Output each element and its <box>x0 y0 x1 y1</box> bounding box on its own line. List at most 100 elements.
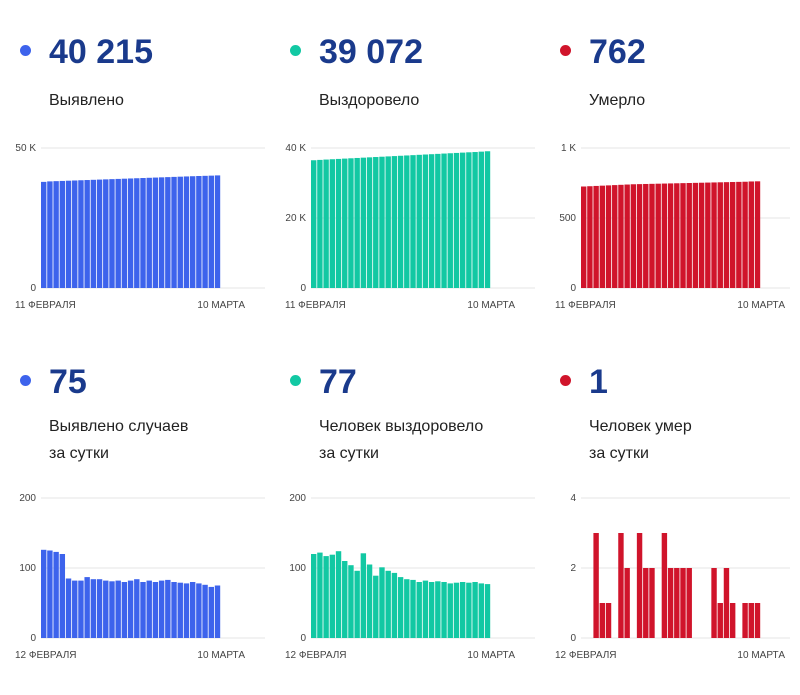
panel-deaths-total: 762 Умерло 0 500 1 K 11 ФЕВРАЛЯ 10 МАРТА <box>555 25 800 365</box>
bar <box>391 156 398 288</box>
y-tick-label: 1 K <box>561 143 576 154</box>
bar <box>748 181 754 288</box>
bar <box>348 158 354 288</box>
bar <box>428 582 435 638</box>
bar <box>605 603 612 638</box>
bar <box>335 551 342 638</box>
bar <box>189 582 196 638</box>
bar <box>360 553 367 638</box>
bar <box>723 182 730 288</box>
x-tick-label-end: 10 МАРТА <box>467 300 515 311</box>
y-tick-label: 0 <box>30 633 36 644</box>
bar <box>754 603 761 638</box>
stat-value: 75 <box>49 363 87 401</box>
bar <box>717 182 723 288</box>
stat-value: 77 <box>319 363 357 401</box>
bar <box>72 180 78 288</box>
bar <box>599 185 606 288</box>
bar <box>605 185 612 288</box>
bar <box>742 181 748 288</box>
x-tick-label-start: 12 ФЕВРАЛЯ <box>15 650 77 661</box>
bar <box>47 550 53 638</box>
bar <box>165 177 171 288</box>
bar <box>65 578 72 638</box>
bar <box>171 582 177 638</box>
bar <box>692 182 699 288</box>
y-tick-label: 20 K <box>285 213 306 224</box>
bar <box>146 580 152 638</box>
bar <box>428 154 435 288</box>
bar <box>484 584 491 638</box>
bar <box>366 564 373 638</box>
bar <box>661 183 668 288</box>
bar <box>711 182 717 288</box>
bar <box>158 580 165 638</box>
bar <box>47 181 53 288</box>
bar <box>41 181 47 288</box>
bar <box>177 582 183 638</box>
bar <box>146 177 152 288</box>
bar <box>404 155 410 288</box>
bar <box>435 581 441 638</box>
bar <box>323 556 329 638</box>
bar <box>748 603 754 638</box>
bar <box>121 178 128 288</box>
bar <box>391 572 398 638</box>
bar-chart: 0 100 200 12 ФЕВРАЛЯ 10 МАРТА <box>15 493 265 661</box>
bar-chart: 0 50 K 11 ФЕВРАЛЯ 10 МАРТА <box>15 143 265 311</box>
bar <box>686 568 692 638</box>
bar <box>152 582 159 638</box>
bar <box>96 179 103 288</box>
bar <box>84 180 90 288</box>
bar <box>680 568 686 638</box>
bar <box>643 568 649 638</box>
bar <box>453 152 460 288</box>
bar <box>53 181 59 288</box>
bar <box>158 177 165 288</box>
bar <box>72 580 78 638</box>
bar <box>649 568 655 638</box>
series-dot-icon <box>20 375 31 386</box>
series-dot-icon <box>20 45 31 56</box>
panel-cases-total: 40 215 Выявлено 0 50 K 11 ФЕВРАЛЯ 10 МАРТА <box>15 25 285 365</box>
bar <box>311 554 317 638</box>
bar <box>202 175 208 288</box>
bar <box>96 579 103 638</box>
bar <box>441 582 447 638</box>
bar <box>636 533 643 638</box>
bar <box>140 178 146 288</box>
bar <box>84 577 90 638</box>
bar <box>680 183 686 288</box>
series-dot-icon <box>290 375 301 386</box>
bar <box>599 603 606 638</box>
stat-label-line-2: за сутки <box>589 445 649 462</box>
y-tick-label: 100 <box>289 563 306 574</box>
bar <box>422 580 429 638</box>
bar <box>667 568 674 638</box>
stat-label-line-2: за сутки <box>49 445 109 462</box>
bar <box>78 580 84 638</box>
bar <box>404 579 410 638</box>
y-tick-label: 4 <box>570 493 576 504</box>
bar <box>41 549 47 638</box>
y-tick-label: 500 <box>559 213 576 224</box>
bar <box>618 184 624 288</box>
bar <box>121 582 128 638</box>
bar <box>630 184 637 288</box>
y-tick-label: 0 <box>570 633 576 644</box>
bar <box>373 575 379 638</box>
bar <box>410 155 416 288</box>
bar <box>342 561 348 638</box>
bar <box>593 533 599 638</box>
y-tick-label: 2 <box>570 563 576 574</box>
bar <box>177 176 183 288</box>
stat-label-line-1: Человек выздоровело <box>319 418 484 435</box>
y-tick-label: 200 <box>19 493 36 504</box>
bar <box>397 155 404 288</box>
bar-chart: 0 500 1 K 11 ФЕВРАЛЯ 10 МАРТА <box>555 143 790 311</box>
bar <box>360 157 367 288</box>
panel-recovered-daily: 77 Человек выздоровело за сутки 0 100 200 1… <box>285 355 555 695</box>
bar <box>435 153 441 288</box>
bar <box>208 175 214 288</box>
x-tick-label-start: 12 ФЕВРАЛЯ <box>285 650 347 661</box>
